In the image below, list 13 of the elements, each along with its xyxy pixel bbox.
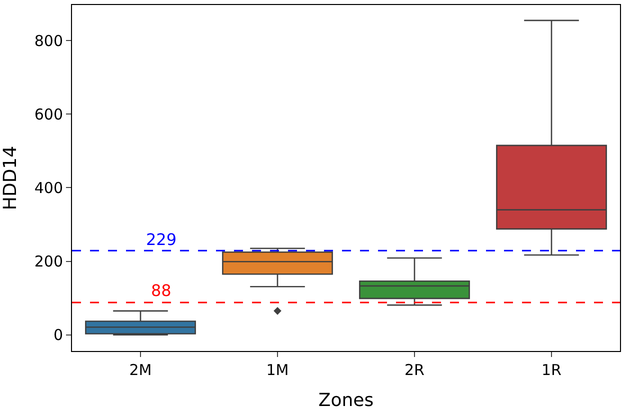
y-tick-label: 600 [34,105,63,124]
x-tick-label: 2R [404,361,424,379]
x-tick-label: 2M [129,361,152,379]
y-tick-label: 0 [53,326,63,344]
y-tick-label: 400 [34,178,63,197]
x-tick-label: 1M [266,361,289,379]
y-tick-label: 800 [34,32,63,50]
y-tick-label: 200 [34,252,63,271]
y-axis-title: HDD14 [0,146,21,210]
ref-line-label: 229 [146,230,177,249]
ref-line-label: 88 [151,281,172,300]
x-tick-label: 1R [542,361,562,379]
x-axis-title: Zones [318,390,374,411]
